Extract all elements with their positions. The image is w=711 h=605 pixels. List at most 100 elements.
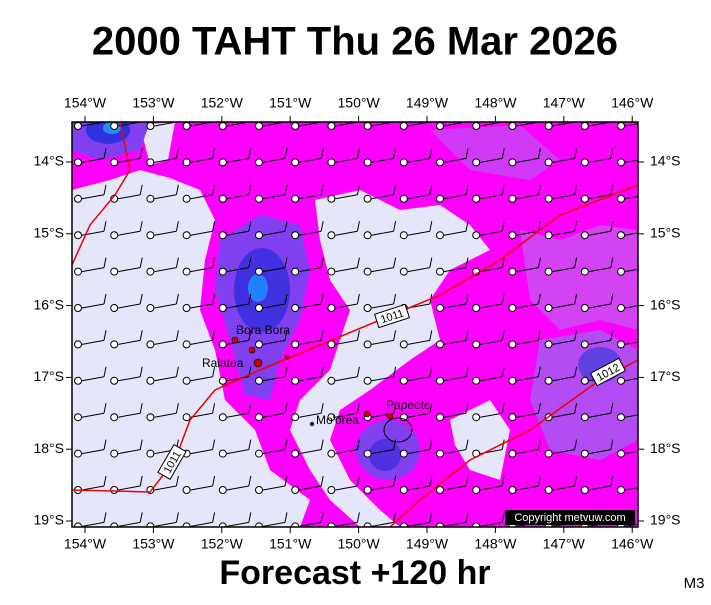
map-field: [72, 122, 649, 527]
barb-flag: [284, 148, 288, 159]
barb-station: [255, 340, 263, 349]
wind-barb: [291, 330, 324, 349]
wind-barb: [508, 293, 541, 312]
wind-barb: [436, 475, 469, 494]
barb-shaft: [371, 521, 394, 527]
barb-shaft: [552, 157, 575, 163]
wind-barb: [544, 475, 578, 494]
barb-shaft: [588, 449, 611, 455]
barb-flag: [175, 512, 179, 523]
barb-flag: [356, 512, 360, 523]
barb-flag: [429, 330, 433, 341]
wind-barb: [436, 403, 469, 422]
barb-station: [218, 486, 227, 494]
wind-barb: [580, 439, 614, 458]
barb-shaft: [226, 230, 249, 236]
barb-shaft: [407, 485, 430, 491]
barb-shaft: [190, 303, 213, 309]
barb-flag: [393, 403, 397, 414]
barb-flag: [103, 366, 107, 377]
wind-barb: [508, 439, 541, 458]
lat-label: 15°S: [650, 225, 681, 241]
barb-flag: [320, 403, 324, 414]
barb-flag: [610, 293, 614, 305]
barb-station: [617, 267, 625, 276]
barb-flag: [139, 257, 143, 268]
islands: [231, 336, 394, 420]
barb-flag: [320, 293, 324, 305]
barb-flag: [610, 184, 614, 195]
barb-shaft: [262, 412, 286, 418]
barb-station: [508, 122, 517, 130]
barb-flag: [175, 184, 179, 195]
wind-barb: [436, 221, 469, 240]
barb-flag: [356, 403, 360, 414]
barb-station: [218, 122, 227, 130]
barb-flag: [248, 122, 250, 123]
wind-barb: [580, 403, 614, 422]
barb-flag: [574, 330, 578, 341]
barb-flag: [647, 440, 649, 450]
lat-label: 18°S: [33, 440, 64, 456]
barb-shaft: [624, 377, 638, 382]
wind-barb: [508, 475, 541, 494]
wind-barb: [146, 148, 179, 167]
barb-flag: [356, 221, 360, 232]
lat-label: 18°S: [650, 440, 681, 456]
barb-shaft: [624, 414, 638, 418]
barb-shaft: [118, 339, 141, 345]
wind-barb: [182, 512, 216, 527]
wind-barb: [218, 439, 252, 458]
wind-barb: [110, 403, 143, 422]
wind-barb: [182, 475, 216, 494]
barb-station: [182, 267, 191, 276]
barb-flag: [647, 148, 649, 158]
wind-barb: [544, 439, 578, 458]
wind-barb: [255, 257, 288, 276]
barb-flag: [104, 122, 105, 123]
barb-flag: [103, 439, 107, 450]
barb-station: [110, 376, 119, 385]
wind-barb: [544, 293, 578, 312]
barb-station: [146, 231, 155, 240]
barb-station: [436, 449, 444, 458]
barb-shaft: [588, 157, 611, 163]
barb-shaft: [335, 157, 358, 163]
barb-shaft: [299, 521, 322, 527]
barb-shaft: [552, 267, 575, 273]
barb-shaft: [226, 485, 249, 491]
barb-shaft: [81, 339, 105, 345]
wind-barb: [363, 330, 397, 349]
barb-shaft: [371, 485, 394, 491]
barb-station: [327, 231, 336, 240]
barb-flag: [284, 293, 288, 305]
lon-label: 154°W: [64, 95, 107, 111]
barb-shaft: [624, 305, 638, 309]
lon-label: 146°W: [611, 95, 654, 111]
barb-flag: [212, 403, 216, 414]
barb-flag: [175, 366, 179, 377]
barb-flag: [248, 512, 252, 523]
barb-shaft: [154, 303, 177, 309]
barb-shaft: [299, 194, 322, 200]
barb-station: [182, 413, 191, 422]
barb-shaft: [335, 267, 358, 273]
barb-flag: [321, 122, 322, 123]
barb-station: [580, 267, 589, 276]
barb-flag: [320, 221, 324, 232]
wind-barb: [580, 221, 614, 240]
wind-barb: [363, 148, 397, 167]
barb-station: [327, 122, 336, 130]
wind-barb: [291, 221, 324, 240]
barb-station: [544, 304, 553, 312]
wind-barb: [617, 148, 649, 167]
place-label: Bora Bora: [236, 323, 290, 337]
barb-shaft: [118, 267, 141, 273]
barb-flag: [465, 148, 469, 159]
barb-shaft: [118, 412, 141, 418]
barb-flag: [501, 148, 505, 159]
barb-flag: [501, 257, 505, 268]
barb-flag: [212, 148, 216, 159]
wind-barb: [255, 439, 288, 458]
